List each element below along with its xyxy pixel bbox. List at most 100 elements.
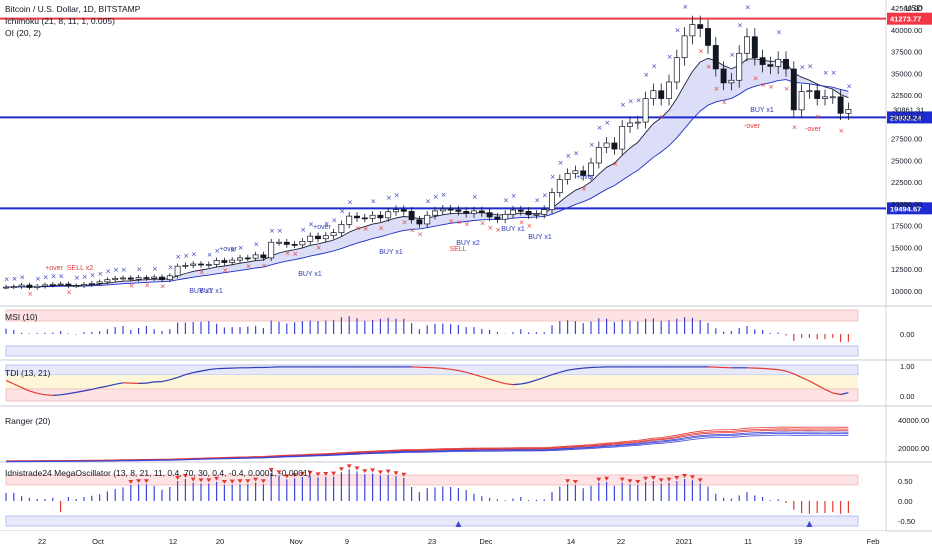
tdi-tick-label: 1.00 bbox=[900, 362, 915, 371]
sell-marker bbox=[658, 478, 664, 483]
sell-marker bbox=[338, 467, 344, 472]
candle-body bbox=[447, 208, 454, 211]
signal-annotation: BUY x2 bbox=[456, 240, 480, 247]
candle-body bbox=[291, 244, 298, 246]
candle-body bbox=[151, 276, 158, 279]
sell-marker bbox=[682, 474, 688, 478]
candle-body bbox=[252, 254, 259, 259]
candle-body bbox=[666, 81, 672, 99]
x-tick-label: 2021 bbox=[676, 537, 693, 546]
sell-marker bbox=[635, 480, 641, 484]
tdi-line-segment bbox=[551, 371, 560, 376]
sell-marker bbox=[307, 470, 313, 475]
x-tick-label: 19 bbox=[794, 537, 802, 546]
msi-lower-zone bbox=[5, 345, 859, 357]
sar-marker: × bbox=[441, 191, 447, 199]
sar-marker: × bbox=[511, 192, 517, 200]
sar-marker: × bbox=[589, 141, 595, 149]
currency-label: USD bbox=[905, 3, 923, 13]
sar-marker: × bbox=[136, 265, 142, 273]
candle-body bbox=[790, 68, 797, 111]
candle-body bbox=[642, 98, 649, 123]
candle-body bbox=[81, 284, 87, 287]
candle-body bbox=[478, 210, 485, 213]
sell-marker bbox=[377, 470, 383, 475]
candle-body bbox=[198, 263, 204, 266]
price-pane[interactable] bbox=[0, 0, 886, 305]
sell-marker bbox=[229, 479, 235, 484]
sar-marker: × bbox=[144, 281, 150, 289]
sar-marker: × bbox=[815, 113, 821, 121]
tdi-line-segment bbox=[473, 373, 482, 378]
sar-marker: × bbox=[760, 81, 766, 89]
tdi-line-segment bbox=[5, 379, 15, 385]
sell-marker bbox=[299, 472, 305, 476]
sar-marker: × bbox=[386, 194, 392, 202]
sar-marker: × bbox=[230, 246, 236, 254]
level-tag-label: 41273.77 bbox=[890, 15, 921, 24]
tdi-line-segment bbox=[559, 369, 568, 373]
candle-body bbox=[720, 68, 727, 84]
signal-annotation: SELL x2 bbox=[67, 265, 93, 272]
sell-marker bbox=[565, 479, 571, 484]
price-axis[interactable] bbox=[886, 0, 932, 531]
sar-marker: × bbox=[472, 193, 478, 201]
tdi-upper-zone bbox=[5, 364, 859, 376]
sell-marker bbox=[674, 476, 680, 480]
sar-marker: × bbox=[207, 251, 213, 259]
y-tick-label: 10000.00 bbox=[891, 287, 922, 296]
signal-annotation: -over bbox=[805, 126, 822, 133]
candle-body bbox=[783, 59, 789, 70]
sell-marker bbox=[276, 470, 282, 475]
chart-title: Bitcoin / U.S. Dollar, 1D, BITSTAMP bbox=[5, 4, 141, 14]
y-tick-label: 42500.00 bbox=[891, 4, 922, 13]
candle-body bbox=[49, 283, 56, 286]
candle-body bbox=[112, 278, 119, 281]
candle-body bbox=[190, 263, 197, 266]
buy-marker bbox=[806, 521, 813, 527]
tdi-line-segment bbox=[169, 376, 178, 381]
mega-lower-zone bbox=[5, 515, 859, 527]
signal-annotation: +over bbox=[576, 174, 594, 181]
y-tick-label: 12500.00 bbox=[891, 265, 922, 274]
candle-body bbox=[549, 192, 555, 210]
sar-marker: × bbox=[698, 47, 704, 55]
x-tick-label: 14 bbox=[567, 537, 575, 546]
sar-marker: × bbox=[776, 28, 782, 36]
sell-marker bbox=[572, 480, 578, 484]
sar-marker: × bbox=[838, 127, 844, 135]
sell-marker bbox=[268, 468, 274, 472]
candle-body bbox=[517, 209, 524, 212]
sell-marker bbox=[206, 478, 212, 483]
sell-marker bbox=[346, 464, 352, 469]
sar-marker: × bbox=[12, 275, 18, 283]
candle-body bbox=[143, 277, 150, 279]
time-axis[interactable] bbox=[0, 531, 886, 550]
legend-ichimoku: Ichimoku (21, 8, 11, 1, 0.005) bbox=[5, 16, 115, 26]
sar-marker: × bbox=[534, 197, 540, 205]
sell-marker bbox=[370, 468, 376, 473]
sar-marker: × bbox=[113, 266, 119, 274]
candle-body bbox=[42, 284, 48, 287]
candle-body bbox=[10, 286, 17, 288]
candle-body bbox=[627, 122, 633, 127]
sar-marker: × bbox=[152, 265, 158, 273]
signal-annotation: BUY x1 bbox=[750, 107, 774, 114]
signal-annotation: -over bbox=[744, 123, 761, 130]
tdi-line-segment bbox=[68, 391, 77, 395]
candle-body bbox=[127, 277, 134, 280]
candle-body bbox=[229, 259, 236, 263]
sar-marker: × bbox=[542, 192, 548, 200]
candle-body bbox=[705, 28, 711, 46]
sar-marker: × bbox=[199, 269, 205, 277]
signal-annotation: BUY x1 bbox=[189, 288, 213, 295]
candle-body bbox=[595, 146, 602, 164]
y-tick-label: 35000.00 bbox=[891, 69, 922, 78]
sar-marker: × bbox=[97, 270, 103, 278]
candle-body bbox=[759, 57, 766, 65]
candle-body bbox=[556, 179, 563, 193]
sar-marker: × bbox=[745, 4, 751, 12]
y-tick-label: 17500.00 bbox=[891, 222, 922, 231]
ichimoku-cloud bbox=[6, 58, 849, 288]
ranger-tick-label: 40000.00 bbox=[898, 416, 929, 425]
